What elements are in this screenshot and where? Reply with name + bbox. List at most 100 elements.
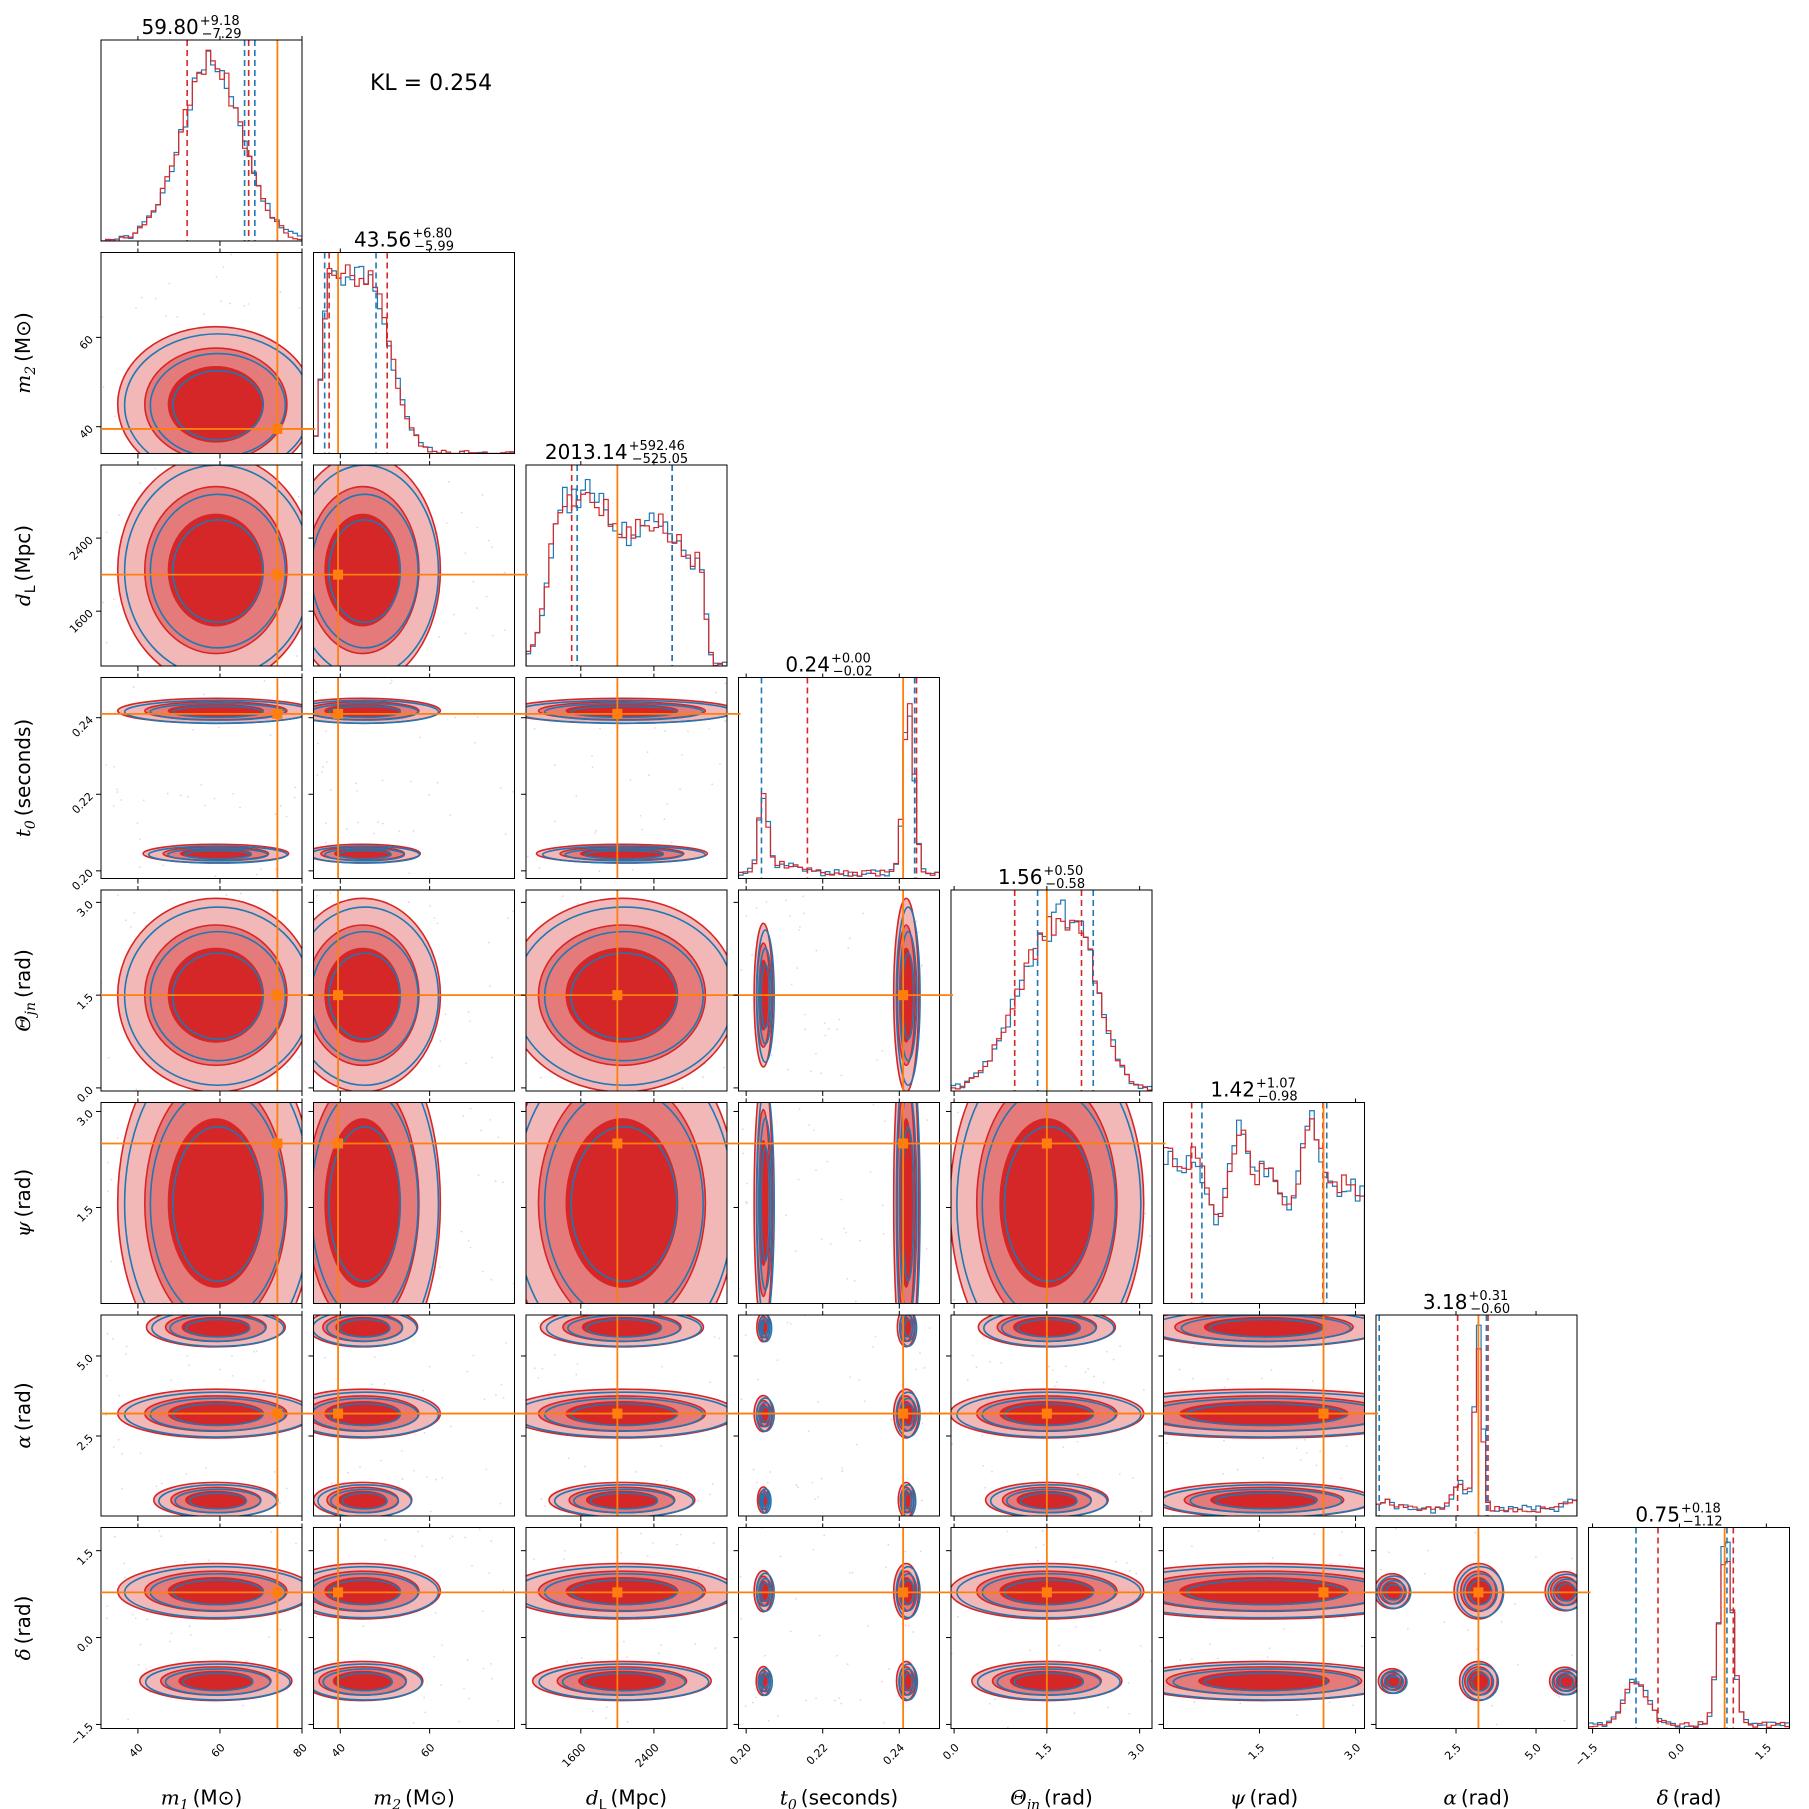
xlabel-m1: m1 (M⊙)	[161, 1786, 243, 1809]
contour-blue	[1551, 1668, 1577, 1696]
contour-blue	[996, 1668, 1102, 1696]
panel-m1-t0	[100, 677, 303, 879]
panel-m1-psi	[100, 1102, 303, 1304]
contour-blue	[1214, 1492, 1318, 1510]
panel-theta-theta: 1.56+0.50 −0.58	[950, 864, 1153, 1092]
contour-blue	[172, 1125, 264, 1283]
hist-blue-m2	[313, 265, 515, 454]
panel-psi-delta	[1163, 1527, 1365, 1729]
contour-blue	[760, 1405, 771, 1424]
xtick-theta-2: 3.0	[1126, 1741, 1148, 1763]
contour-blue	[151, 1315, 285, 1348]
hist-blue-delta	[1588, 1541, 1790, 1729]
title-m1: 59.80+9.18 −7.29	[142, 14, 242, 42]
ytick-dL-0: 1600	[67, 607, 96, 636]
contour-blue	[1380, 1669, 1408, 1695]
contour-blue	[1013, 1672, 1085, 1692]
panel-frame	[1375, 1527, 1578, 1729]
contour-blue	[1383, 1672, 1405, 1692]
contour-blue	[570, 705, 678, 719]
contour-blue	[336, 1672, 394, 1692]
contour-blue	[903, 1318, 914, 1338]
contour-blue	[561, 1668, 687, 1696]
panel-frame	[738, 889, 940, 1092]
contour-blue	[1470, 1672, 1490, 1692]
panel-frame	[1375, 1314, 1578, 1517]
contour-blue	[572, 1488, 675, 1514]
contour-blue	[564, 847, 684, 862]
contour-blue	[903, 1492, 913, 1510]
panel-frame	[525, 889, 728, 1092]
contour-blue	[759, 1488, 772, 1514]
contour-blue	[313, 702, 419, 721]
panel-m2-alpha	[313, 1314, 515, 1517]
panel-m1-dL	[100, 464, 303, 667]
ytick-delta-0: −1.5	[68, 1720, 96, 1748]
contour-blue	[543, 1397, 705, 1432]
panel-t0-delta	[738, 1527, 940, 1729]
contour-blue	[543, 930, 705, 1062]
hist-blue-psi	[1163, 1110, 1365, 1304]
contour-blue	[144, 1663, 291, 1701]
contour-blue	[149, 1102, 287, 1304]
panel-m2-delta	[313, 1527, 515, 1729]
xlabel-alpha: α (rad)	[1443, 1786, 1509, 1809]
contour-blue	[956, 1102, 1142, 1304]
contour-blue	[313, 1102, 419, 1304]
panel-m2-psi	[313, 1102, 515, 1304]
hist-red-delta	[1588, 1560, 1790, 1729]
contour-blue	[1163, 1565, 1365, 1619]
panel-psi-psi: 1.42+1.07 −0.98	[1163, 1077, 1365, 1304]
contour-blue	[1163, 1663, 1365, 1701]
panel-frame	[525, 677, 728, 879]
xlabel-dL: dL (Mpc)	[586, 1786, 667, 1809]
panel-m1-delta	[100, 1527, 303, 1729]
title-theta: 1.56+0.50 −0.58	[998, 864, 1085, 892]
hist-red-m1	[101, 49, 302, 241]
contour-blue	[328, 1125, 402, 1283]
hist-red-t0	[738, 703, 940, 879]
contour-blue	[989, 1483, 1108, 1516]
ytick-t0-0: 0.20	[69, 867, 96, 894]
panel-frame	[100, 1102, 303, 1304]
contour-blue	[761, 1674, 770, 1690]
ytick-t0-2: 0.24	[69, 713, 96, 740]
panel-frame	[313, 1314, 515, 1517]
panel-alpha-delta	[1375, 1527, 1578, 1729]
contour-blue	[149, 930, 287, 1062]
panel-m2-theta	[313, 889, 515, 1092]
xlabel-delta: δ (rad)	[1657, 1786, 1722, 1809]
panel-theta-psi	[950, 1102, 1153, 1304]
contour-blue	[123, 699, 302, 725]
title-dL: 2013.14+592.46 −525.05	[545, 439, 688, 467]
contour-blue	[166, 847, 269, 862]
xtick-dL-1: 2400	[633, 1741, 662, 1770]
xtick-t0-0: 0.20	[727, 1741, 754, 1768]
contour-blue	[1003, 1402, 1095, 1427]
contour-blue	[1466, 1668, 1495, 1696]
contour-blue	[1163, 1572, 1365, 1612]
xtick-dL-0: 1600	[560, 1741, 589, 1770]
contour-blue	[583, 849, 664, 860]
panel-frame	[738, 1102, 940, 1304]
contour-blue	[570, 952, 678, 1040]
contour-blue	[341, 1492, 388, 1510]
panel-frame	[1163, 1102, 1365, 1304]
panel-m2-dL	[313, 464, 515, 667]
ylabel-psi: ψ(rad)	[11, 1169, 35, 1237]
panel-t0-psi	[738, 1102, 940, 1304]
xtick-theta-1: 1.5	[1033, 1741, 1055, 1763]
ytick-theta-2: 3.0	[74, 898, 96, 920]
panel-frame	[1163, 1527, 1365, 1729]
contour-blue	[1386, 1675, 1402, 1689]
xtick-m1-1: 60	[209, 1741, 228, 1760]
contour-blue	[313, 1315, 418, 1348]
hist-red-psi	[1163, 1118, 1365, 1304]
contour-blue	[899, 1483, 917, 1516]
contour-blue	[761, 1320, 770, 1336]
contour-blue	[172, 952, 264, 1040]
contour-blue	[324, 847, 406, 862]
contour-blue	[149, 1397, 287, 1432]
panel-frame	[100, 1314, 303, 1517]
contour-blue	[1461, 1663, 1500, 1701]
